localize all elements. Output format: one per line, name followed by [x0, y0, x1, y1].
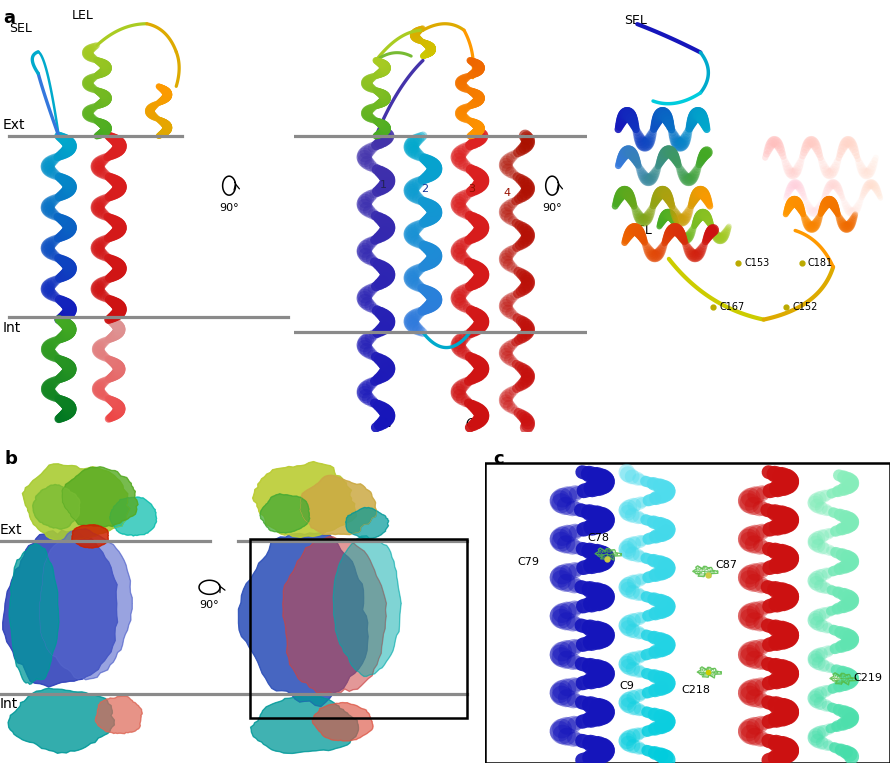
Polygon shape: [239, 533, 368, 706]
Polygon shape: [95, 696, 142, 734]
Bar: [250, 540, 466, 719]
Text: LEL: LEL: [631, 224, 652, 237]
Text: C218: C218: [681, 685, 710, 695]
Text: N: N: [383, 417, 392, 430]
Text: 3: 3: [468, 184, 475, 194]
Polygon shape: [22, 464, 130, 541]
Polygon shape: [9, 544, 59, 685]
Polygon shape: [251, 695, 359, 753]
Text: SEL: SEL: [625, 14, 648, 26]
Text: b: b: [4, 449, 18, 468]
Text: Ext: Ext: [3, 118, 26, 132]
Text: 1: 1: [380, 180, 387, 190]
Text: C87: C87: [716, 560, 738, 570]
Polygon shape: [300, 475, 376, 534]
Polygon shape: [333, 536, 401, 676]
Text: LEL: LEL: [71, 8, 93, 22]
Polygon shape: [3, 530, 117, 687]
Polygon shape: [8, 689, 114, 753]
Polygon shape: [253, 462, 357, 537]
Text: Int: Int: [0, 697, 19, 711]
Text: C219: C219: [854, 674, 883, 684]
Polygon shape: [260, 493, 310, 533]
Polygon shape: [33, 484, 80, 529]
Text: Ext: Ext: [0, 523, 22, 537]
Polygon shape: [312, 702, 373, 741]
Text: C167: C167: [719, 302, 745, 312]
Text: 2: 2: [421, 184, 428, 194]
Text: C78: C78: [587, 533, 610, 543]
Text: 90°: 90°: [219, 203, 239, 213]
Polygon shape: [345, 507, 389, 539]
Text: 90°: 90°: [542, 203, 562, 213]
Polygon shape: [109, 497, 157, 536]
Text: 4: 4: [503, 188, 510, 198]
Text: C9: C9: [619, 682, 635, 692]
Text: 90°: 90°: [199, 600, 219, 610]
Text: C153: C153: [745, 258, 770, 268]
Text: C152: C152: [792, 302, 817, 312]
Text: C181: C181: [808, 258, 833, 268]
Text: C79: C79: [517, 557, 539, 567]
Text: C: C: [465, 417, 474, 430]
Text: SEL: SEL: [9, 22, 32, 35]
Text: a: a: [3, 8, 15, 27]
Polygon shape: [62, 466, 138, 527]
Polygon shape: [39, 529, 133, 680]
Polygon shape: [283, 537, 386, 694]
Text: Int: Int: [3, 322, 21, 335]
Text: c: c: [493, 449, 504, 468]
Polygon shape: [72, 525, 109, 548]
